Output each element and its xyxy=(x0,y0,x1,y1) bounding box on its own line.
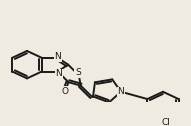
Text: N: N xyxy=(54,52,61,61)
Text: O: O xyxy=(62,87,69,96)
Text: S: S xyxy=(75,68,81,77)
Text: Cl: Cl xyxy=(162,118,170,126)
Text: N: N xyxy=(118,87,124,96)
Text: N: N xyxy=(55,69,62,78)
